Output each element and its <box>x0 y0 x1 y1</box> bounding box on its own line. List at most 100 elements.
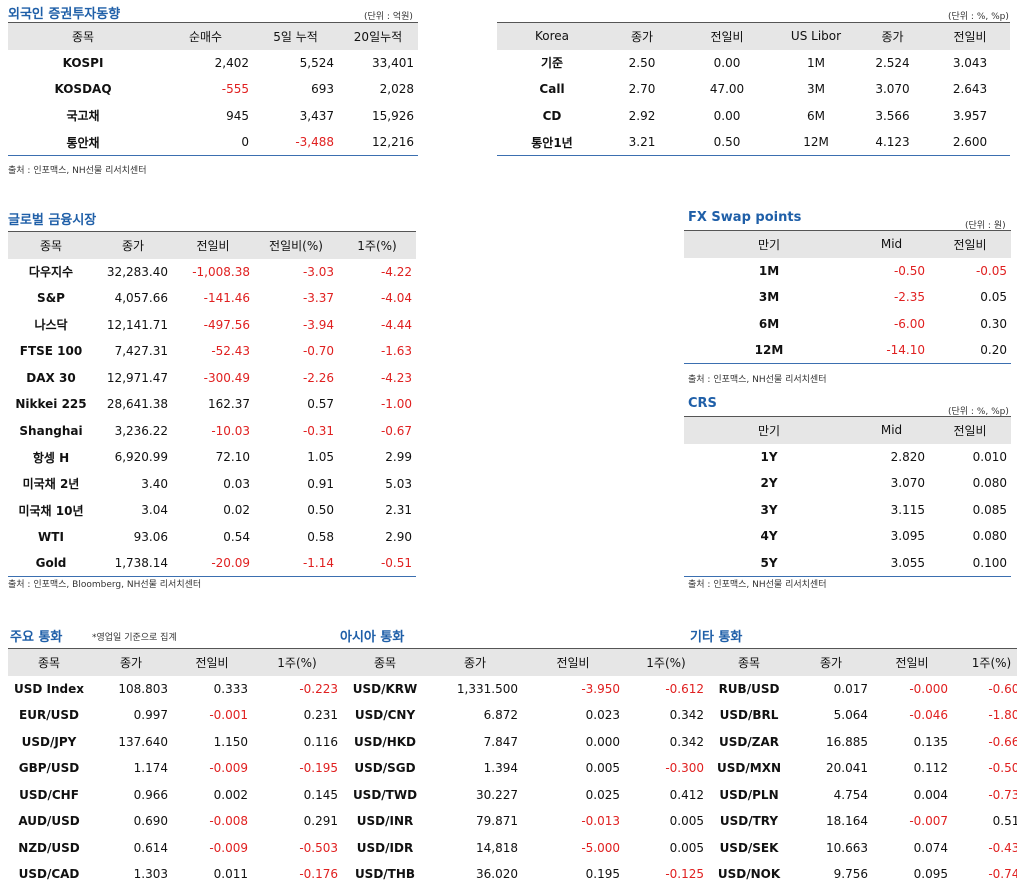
value-cell: 4,057.66 <box>114 291 168 306</box>
value-cell: -2.26 <box>302 370 334 385</box>
header-cell: 전일비(%) <box>254 231 338 259</box>
value-cell: 0.112 <box>913 761 948 776</box>
row-label-cell: USD/SGD <box>354 761 416 776</box>
header-cell: Mid <box>854 416 929 444</box>
value-cell: 3.566 <box>875 108 910 123</box>
value-cell: 0.03 <box>223 476 250 491</box>
row-label-cell: USD/KRW <box>352 681 418 696</box>
value-cell: -3.37 <box>302 291 334 306</box>
value-cell: -0.223 <box>299 681 338 696</box>
rates-unit-note: (단위 : %, %p) <box>948 12 1009 22</box>
header-cell: 종목 <box>8 22 158 50</box>
value-cell: 1.05 <box>307 450 334 465</box>
global-market-title: 글로벌 금융시장 <box>8 213 97 228</box>
value-cell: -0.503 <box>299 840 338 855</box>
foreign-investment-table: 종목 순매수 5일 누적 20일누적 KOSPI 2,402 5,524 33,401… <box>8 22 418 156</box>
table-row: Call 2.70 47.00 3M 3.070 2.643 <box>497 76 1010 103</box>
row-label-cell: 다우지수 <box>28 265 74 280</box>
table-row: 나스닥 12,141.71 -497.56 -3.94 -4.44 <box>8 312 416 339</box>
value-cell: 0.231 <box>303 708 338 723</box>
table-row: USD/JPY 137.640 1.150 0.116 USD/HKD 7.847 0.00… <box>8 729 1017 756</box>
table-row: 3M -2.35 0.05 <box>684 284 1011 311</box>
value-cell: 0.20 <box>929 337 1011 364</box>
value-cell: -0.125 <box>624 861 708 885</box>
value-cell: 79.871 <box>476 814 518 829</box>
row-label-cell: USD/SEK <box>719 840 779 855</box>
table-row: 5Y 3.055 0.100 <box>684 549 1011 577</box>
value-cell: 3.043 <box>952 55 988 70</box>
table-row: 2Y 3.070 0.080 <box>684 470 1011 497</box>
fxswap-unit-note: (단위 : 원) <box>965 221 1006 231</box>
value-cell: 0.195 <box>522 861 624 885</box>
header-cell: 종목 <box>708 648 790 676</box>
value-cell: 0.010 <box>972 449 1007 464</box>
value-cell: 6M <box>807 108 825 123</box>
value-cell: 6.872 <box>483 708 518 723</box>
table-row: GBP/USD 1.174 -0.009 -0.195 USD/SGD 1.394 0.00… <box>8 755 1017 782</box>
row-label-cell: KOSPI <box>62 55 104 70</box>
rates-table: Korea 종가 전일비 US Libor 종가 전일비 기준 2.50 0.00 1… <box>497 22 1010 156</box>
value-cell: 3,437 <box>299 108 334 123</box>
header-cell: 종가 <box>428 648 522 676</box>
value-cell: 0.50 <box>677 129 777 156</box>
value-cell: -0.001 <box>209 708 248 723</box>
value-cell: -4.44 <box>380 317 412 332</box>
value-cell: 2.600 <box>930 129 1010 156</box>
header-cell: 1주(%) <box>952 648 1017 676</box>
crs-source: 출처 : 인포맥스, NH선물 리서치센터 <box>688 580 827 590</box>
value-cell: 0.011 <box>172 861 252 885</box>
header-cell: 1주(%) <box>624 648 708 676</box>
value-cell: 2.99 <box>385 450 412 465</box>
value-cell: -3,488 <box>253 129 338 156</box>
header-cell: 전일비 <box>929 416 1011 444</box>
value-cell: -0.009 <box>209 761 248 776</box>
value-cell: -5.000 <box>581 840 620 855</box>
value-cell: 0.004 <box>913 787 948 802</box>
value-cell: 0.002 <box>213 787 248 802</box>
table-row: Gold 1,738.14 -20.09 -1.14 -0.51 <box>8 550 416 577</box>
row-label-cell: 4Y <box>760 529 778 544</box>
value-cell: -4.04 <box>380 291 412 306</box>
value-cell: 3M <box>807 82 825 97</box>
foreign-investment-title: 외국인 증권투자동향 <box>8 7 121 22</box>
value-cell: 0.074 <box>913 840 948 855</box>
value-cell: 1.174 <box>133 761 168 776</box>
value-cell: 4.754 <box>833 787 868 802</box>
header-cell: 전일비 <box>872 648 952 676</box>
value-cell: 0.100 <box>929 549 1011 577</box>
value-cell: -555 <box>221 82 249 97</box>
row-label-cell: USD/CNY <box>354 708 416 723</box>
table-row: FTSE 100 7,427.31 -52.43 -0.70 -1.63 <box>8 338 416 365</box>
header-cell: 전일비 <box>930 22 1010 50</box>
value-cell: -0.300 <box>665 761 704 776</box>
value-cell: -0.046 <box>909 708 948 723</box>
fxswap-title: FX Swap points <box>688 210 802 225</box>
value-cell: -14.10 <box>854 337 929 364</box>
value-cell: 2,028 <box>379 82 414 97</box>
table-row: DAX 30 12,971.47 -300.49 -2.26 -4.23 <box>8 365 416 392</box>
table-row: 통안1년 3.21 0.50 12M 4.123 2.600 <box>497 129 1010 156</box>
row-label-cell: USD/NOK <box>708 861 790 885</box>
value-cell: 1.303 <box>90 861 172 885</box>
row-label-cell: GBP/USD <box>18 761 80 776</box>
row-label-cell: USD Index <box>13 681 84 696</box>
value-cell: 3.055 <box>854 549 929 577</box>
value-cell: 0.412 <box>669 787 704 802</box>
row-label-cell: 미국채 10년 <box>18 503 84 518</box>
value-cell: -0.05 <box>975 263 1007 278</box>
value-cell: -0.009 <box>209 840 248 855</box>
header-cell: Mid <box>854 230 929 258</box>
value-cell: 3.095 <box>890 529 925 544</box>
value-cell: -0.31 <box>302 423 334 438</box>
value-cell: 3.115 <box>890 502 925 517</box>
value-cell: 7,427.31 <box>114 344 168 359</box>
row-label-cell: S&P <box>37 291 65 306</box>
value-cell: 0.342 <box>669 734 704 749</box>
row-label-cell: KOSDAQ <box>54 82 112 97</box>
row-label-cell: 6M <box>758 316 780 331</box>
value-cell: 1M <box>807 55 825 70</box>
value-cell: -10.03 <box>211 423 250 438</box>
value-cell: -3.03 <box>302 264 334 279</box>
value-cell: 2.90 <box>385 529 412 544</box>
row-label-cell: Nikkei 225 <box>15 397 87 412</box>
